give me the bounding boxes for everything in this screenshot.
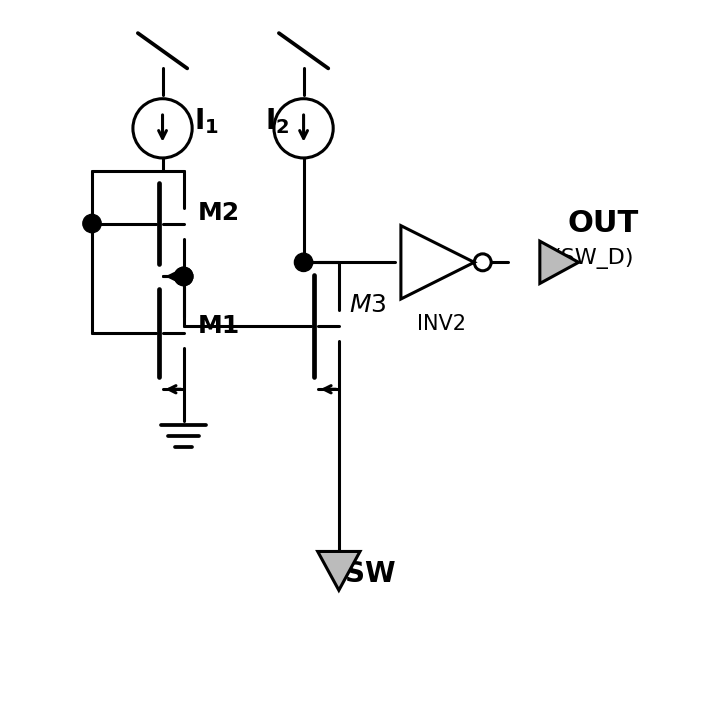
Text: $M3$: $M3$ [349,292,387,316]
Polygon shape [318,552,360,590]
Circle shape [174,267,193,285]
Text: (SW_D): (SW_D) [552,249,634,269]
Text: M2: M2 [198,201,240,225]
Text: SW: SW [346,560,396,588]
Text: $\mathbf{I_1}$: $\mathbf{I_1}$ [194,106,219,136]
Text: $\mathbf{I_2}$: $\mathbf{I_2}$ [265,106,289,136]
Polygon shape [540,241,579,283]
Text: M1: M1 [198,314,240,338]
Circle shape [294,253,312,271]
Text: INV2: INV2 [417,314,466,333]
Circle shape [83,215,102,233]
Text: OUT: OUT [567,209,639,238]
Circle shape [174,267,193,285]
